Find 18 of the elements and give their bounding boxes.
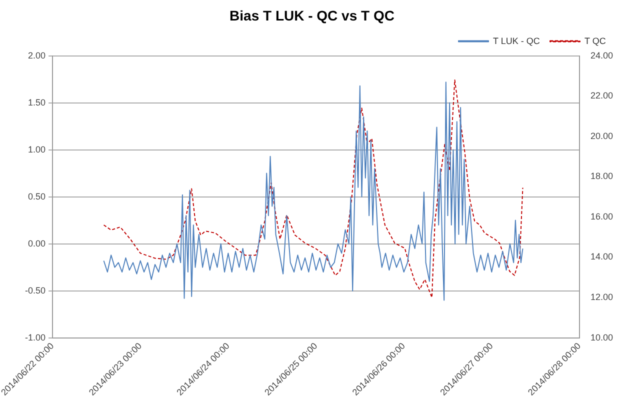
y2-tick-label: 20.00 [590,130,614,141]
legend-label: T QC [584,36,606,46]
y2-tick-label: 12.00 [590,292,614,302]
y2-tick-label: 22.00 [590,90,614,101]
y-tick-label: 2.00 [28,50,46,60]
y-tick-label: 1.00 [28,144,46,154]
chart-title: Bias T LUK - QC vs T QC [230,7,394,24]
y2-tick-label: 18.00 [590,171,614,182]
y-tick-label: 0.50 [28,191,46,202]
y-tick-label: -1.00 [25,332,46,342]
y-tick-label: 0.00 [28,238,46,248]
y-tick-label: 1.50 [28,97,46,108]
y2-tick-label: 16.00 [590,211,614,222]
y2-tick-label: 24.00 [590,50,614,60]
y2-tick-label: 10.00 [590,332,614,342]
legend-label: T LUK - QC [493,36,540,46]
y2-tick-label: 14.00 [590,252,614,262]
y-tick-label: -0.50 [25,285,46,296]
